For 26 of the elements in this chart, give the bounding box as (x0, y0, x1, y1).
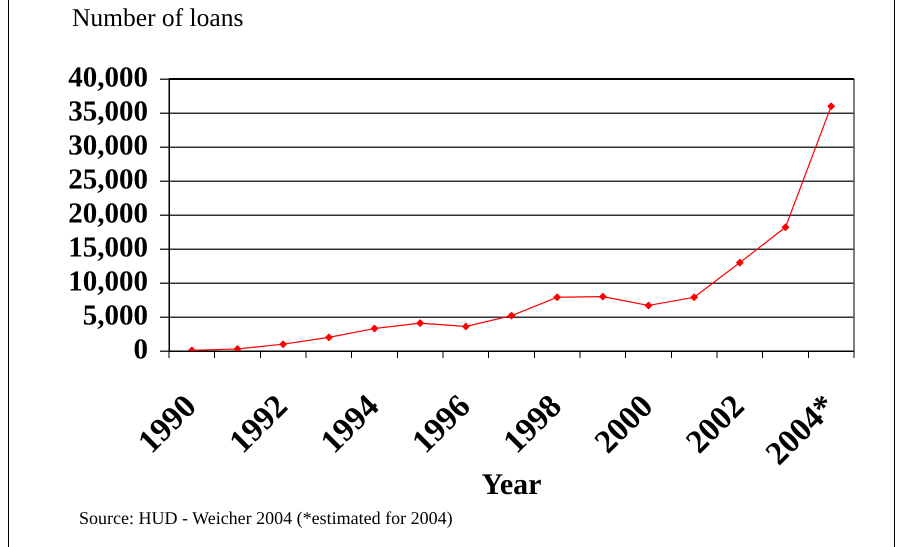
point (690, 293, 698, 302)
point (782, 223, 790, 232)
point (508, 312, 516, 320)
point (462, 322, 470, 331)
point (416, 319, 424, 328)
y-tick-label: 40,000 (68, 61, 148, 94)
point (370, 324, 378, 333)
point (553, 293, 562, 302)
y-tick-label: 30,000 (68, 129, 148, 162)
y-tick-label: 25,000 (68, 163, 148, 196)
point (279, 340, 288, 348)
y-tick-label: 5,000 (82, 299, 148, 332)
y-tick-label: 10,000 (68, 265, 148, 298)
y-tick-label: 15,000 (68, 231, 148, 264)
y-axis-title: Number of loans (72, 3, 244, 33)
point (324, 333, 333, 342)
point (598, 292, 607, 301)
x-axis-title: Year (482, 468, 542, 501)
point (644, 301, 652, 310)
point (827, 102, 836, 110)
y-tick-label: 0 (134, 333, 148, 366)
point (234, 344, 242, 351)
source-note: Source: HUD - Weicher 2004 (*estimated for 2004) (79, 508, 453, 529)
y-tick-label: 20,000 (68, 197, 148, 230)
y-tick-label: 35,000 (68, 95, 148, 128)
point (736, 258, 744, 267)
